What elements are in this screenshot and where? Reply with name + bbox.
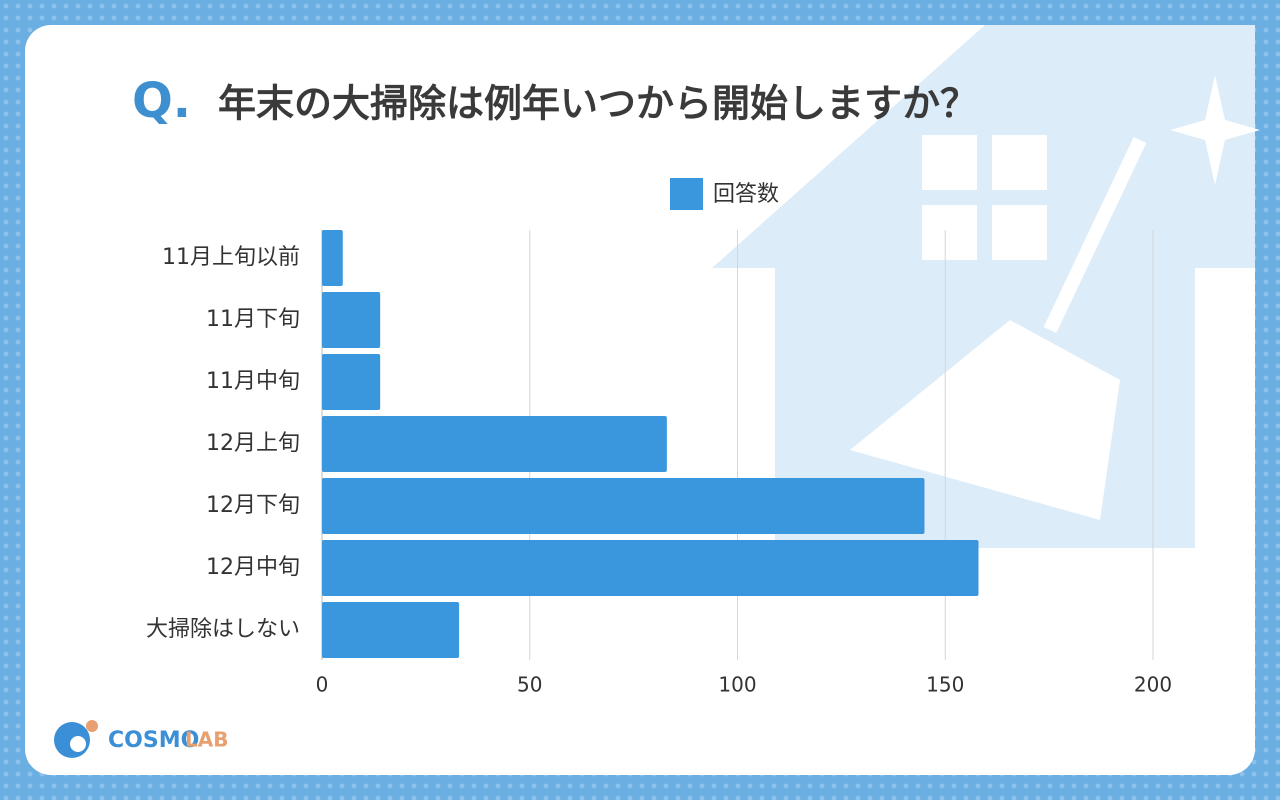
logo-sub: LAB	[185, 728, 228, 752]
bar	[322, 230, 343, 286]
bar	[322, 540, 979, 596]
legend-label: 回答数	[713, 182, 779, 207]
sparkle	[1170, 75, 1260, 185]
y-tick-label: 11月中旬	[206, 369, 300, 394]
title-prefix: Q.	[132, 73, 191, 129]
x-tick-label: 100	[718, 673, 756, 697]
bar	[322, 416, 667, 472]
bar	[322, 602, 460, 658]
y-tick-label: 大掃除はしない	[146, 617, 300, 642]
x-tick-label: 200	[1134, 673, 1172, 697]
bar	[322, 354, 381, 410]
sparkle	[1147, 42, 1173, 74]
bar	[322, 292, 381, 348]
y-tick-label: 12月上旬	[206, 431, 300, 456]
x-tick-label: 150	[926, 673, 964, 697]
logo-icon	[70, 736, 86, 752]
chart-title: 年末の大掃除は例年いつから開始しますか？	[218, 82, 978, 126]
bar	[322, 478, 925, 534]
x-tick-label: 0	[316, 673, 329, 697]
legend-swatch	[670, 178, 703, 210]
logo-icon	[86, 720, 98, 732]
x-tick-label: 50	[517, 673, 542, 697]
y-tick-label: 12月中旬	[206, 555, 300, 580]
logo-main: COSMO	[108, 728, 199, 753]
house-decoration	[712, 25, 1255, 548]
y-tick-label: 12月下旬	[206, 493, 300, 518]
house-window	[922, 135, 1047, 260]
y-tick-label: 11月上旬以前	[162, 245, 300, 270]
broom	[850, 137, 1147, 520]
y-tick-label: 11月下旬	[206, 307, 300, 332]
